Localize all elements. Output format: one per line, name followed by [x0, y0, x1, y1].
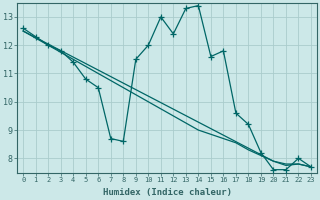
X-axis label: Humidex (Indice chaleur): Humidex (Indice chaleur): [103, 188, 232, 197]
